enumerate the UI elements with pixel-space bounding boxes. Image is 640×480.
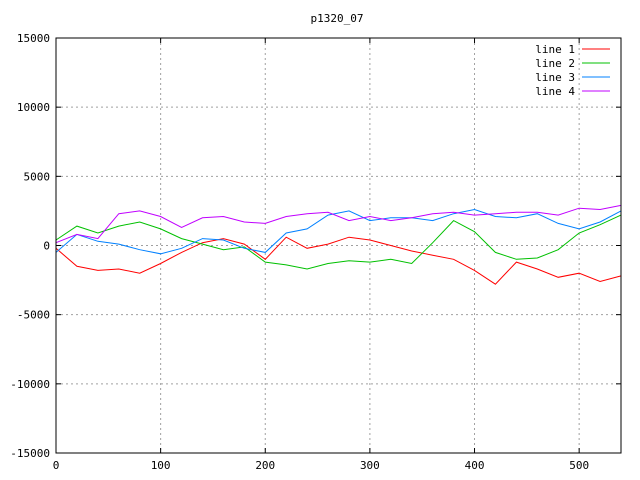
legend-label: line 4 xyxy=(535,85,575,98)
series-line xyxy=(55,208,622,255)
y-tick-label: -5000 xyxy=(17,309,50,322)
legend-label: line 2 xyxy=(535,57,575,70)
legend-label: line 3 xyxy=(535,71,575,84)
x-tick-label: 500 xyxy=(569,459,589,472)
series-line xyxy=(55,236,622,285)
axis-ticks: 0 100 200 300 400 500 -15000 -10000 -5000 0 5000 10… xyxy=(10,32,621,472)
y-tick-label: 15000 xyxy=(17,32,50,45)
chart-title: p1320_07 xyxy=(311,12,364,25)
series-line xyxy=(55,204,622,244)
x-tick-label: 300 xyxy=(360,459,380,472)
y-tick-label: 5000 xyxy=(24,170,51,183)
legend-label: line 1 xyxy=(535,43,575,56)
series-line xyxy=(55,214,622,270)
y-tick-label: -10000 xyxy=(10,378,50,391)
y-tick-label: 10000 xyxy=(17,101,50,114)
y-tick-label: -15000 xyxy=(10,447,50,460)
x-tick-label: 400 xyxy=(465,459,485,472)
x-tick-label: 100 xyxy=(151,459,171,472)
y-tick-label: 0 xyxy=(43,240,50,253)
grid xyxy=(56,38,621,453)
plot-area xyxy=(55,37,622,454)
x-tick-label: 0 xyxy=(53,459,60,472)
x-tick-label: 200 xyxy=(255,459,275,472)
series-group xyxy=(55,204,622,285)
